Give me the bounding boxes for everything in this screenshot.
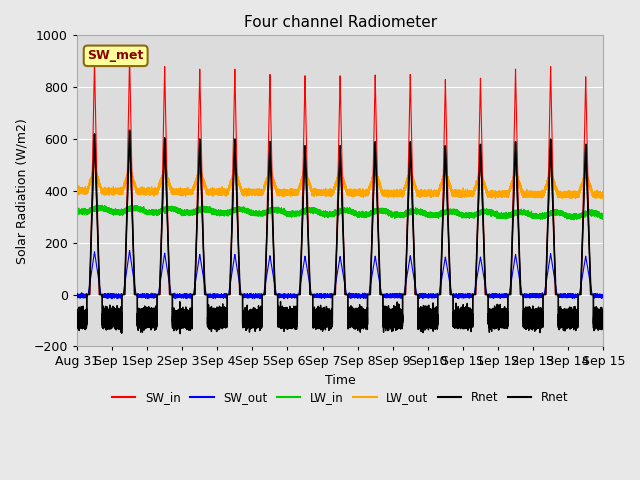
LW_out	[296, 185, 303, 191]
Rnet	[390, 314, 397, 320]
Rnet	[73, 319, 81, 324]
Rnet	[125, 127, 133, 133]
LW_out	[461, 190, 468, 195]
LW_out	[572, 196, 579, 202]
SW_in	[349, 292, 357, 298]
LW_out	[349, 191, 357, 196]
Line: LW_out: LW_out	[77, 165, 604, 199]
Rnet	[296, 292, 303, 298]
LW_out	[89, 173, 97, 179]
SW_in	[296, 292, 303, 298]
LW_in	[108, 208, 115, 214]
SW_out	[600, 292, 607, 298]
SW_in	[390, 292, 397, 298]
LW_out	[73, 189, 81, 194]
SW_out	[89, 263, 97, 268]
Title: Four channel Radiometer: Four channel Radiometer	[244, 15, 436, 30]
Rnet	[176, 331, 184, 336]
Rnet	[118, 330, 125, 336]
Line: LW_in: LW_in	[77, 205, 604, 220]
SW_out	[461, 293, 468, 299]
LW_in	[390, 214, 397, 219]
Rnet	[600, 312, 607, 317]
Y-axis label: Solar Radiation (W/m2): Solar Radiation (W/m2)	[15, 118, 28, 264]
SW_out	[390, 292, 397, 298]
LW_out	[600, 189, 607, 194]
Line: SW_out: SW_out	[77, 251, 604, 299]
SW_out	[73, 293, 81, 299]
Rnet	[73, 316, 81, 322]
LW_out	[91, 162, 99, 168]
LW_in	[73, 207, 81, 213]
Rnet	[390, 316, 397, 322]
Rnet	[600, 315, 607, 321]
LW_out	[108, 190, 115, 196]
Rnet	[89, 197, 97, 203]
SW_out	[125, 248, 133, 253]
SW_in	[108, 292, 115, 298]
LW_in	[349, 209, 357, 215]
LW_out	[390, 190, 397, 196]
Line: SW_in: SW_in	[77, 56, 604, 295]
SW_in	[125, 53, 133, 59]
Rnet	[461, 313, 468, 319]
X-axis label: Time: Time	[324, 374, 355, 387]
Rnet	[108, 321, 115, 326]
Legend: SW_in, SW_out, LW_in, LW_out, Rnet, Rnet: SW_in, SW_out, LW_in, LW_out, Rnet, Rnet	[107, 386, 573, 409]
Rnet	[349, 317, 357, 323]
SW_out	[108, 296, 116, 301]
Line: Rnet: Rnet	[77, 132, 604, 334]
Rnet	[296, 292, 303, 298]
Rnet	[108, 311, 115, 316]
Text: SW_met: SW_met	[88, 49, 144, 62]
LW_in	[95, 202, 102, 208]
Rnet	[89, 192, 97, 198]
LW_in	[600, 214, 607, 220]
SW_in	[73, 292, 81, 298]
LW_in	[89, 208, 97, 214]
SW_in	[600, 292, 607, 298]
Line: Rnet: Rnet	[77, 130, 604, 333]
SW_out	[296, 288, 303, 293]
LW_in	[570, 217, 577, 223]
SW_in	[89, 161, 97, 167]
LW_in	[296, 211, 303, 216]
Rnet	[461, 323, 468, 329]
SW_out	[108, 292, 115, 298]
SW_in	[461, 292, 468, 298]
LW_in	[461, 214, 468, 220]
Rnet	[125, 129, 133, 134]
Rnet	[349, 320, 357, 325]
SW_out	[349, 294, 357, 300]
